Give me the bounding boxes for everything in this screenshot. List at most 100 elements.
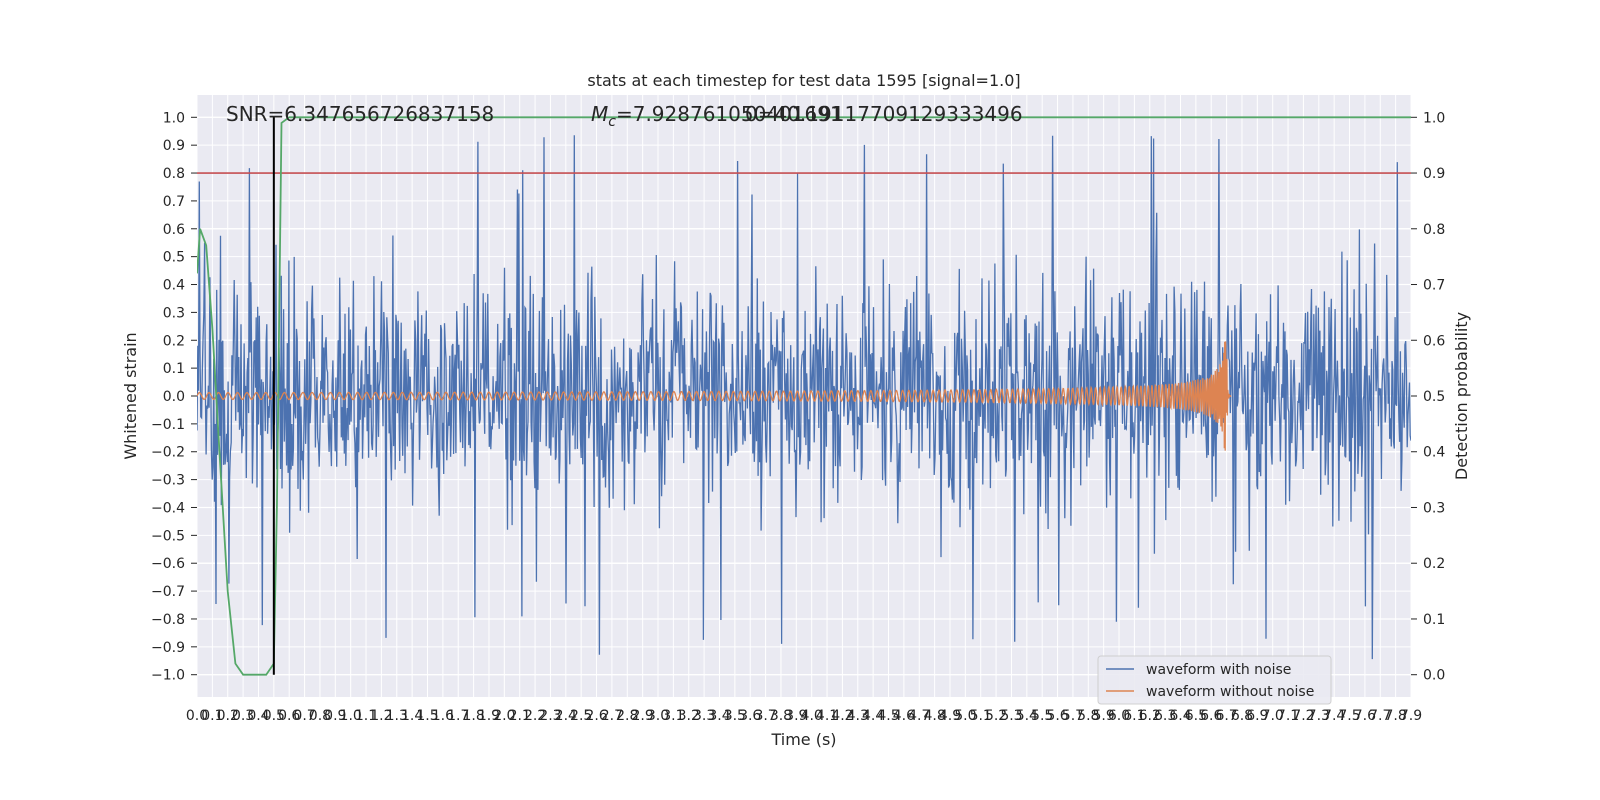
x-tick-label: 3.0 <box>647 708 669 724</box>
x-tick-label: 1.3 <box>386 708 408 724</box>
y-tick-label-right: 0.6 <box>1423 333 1445 349</box>
x-tick-label: 7.2 <box>1292 708 1314 724</box>
y-tick-label-left: 0.1 <box>163 361 185 377</box>
x-tick-label: 3.3 <box>693 708 715 724</box>
x-tick-label: 4.2 <box>831 708 853 724</box>
series-detection-probability <box>197 116 1411 676</box>
y-tick-label-left: 0.5 <box>163 250 185 266</box>
y-tick-label-right: 0.9 <box>1423 166 1445 182</box>
x-tick-label: 0.7 <box>293 708 315 724</box>
x-tick-label: 5.1 <box>970 708 992 724</box>
chirp-mass-symbol: M <box>591 102 608 126</box>
x-tick-label: 6.6 <box>1200 708 1222 724</box>
x-tick-label: 3.9 <box>785 708 807 724</box>
x-tick-label: 4.5 <box>877 708 899 724</box>
y-tick-label-left: 0.8 <box>163 166 185 182</box>
x-tick-label: 5.6 <box>1046 708 1068 724</box>
x-tick-label: 7.8 <box>1385 708 1407 724</box>
x-tick-label: 4.7 <box>908 708 930 724</box>
y-tick-label-left: 1.0 <box>163 110 185 126</box>
x-tick-label: 5.9 <box>1093 708 1115 724</box>
x-tick-label: 6.9 <box>1246 708 1268 724</box>
y-tick-label-right: 0.4 <box>1423 445 1445 461</box>
x-tick-label: 6.1 <box>1123 708 1145 724</box>
x-tick-label: 7.5 <box>1338 708 1360 724</box>
x-tick-label: 3.1 <box>662 708 684 724</box>
x-tick-label: 4.4 <box>862 708 884 724</box>
overlap-annotation: 0=40.19117709129333496 <box>745 102 1023 126</box>
y-tick-label-right: 1.0 <box>1423 110 1445 126</box>
x-tick-label: 1.5 <box>416 708 438 724</box>
x-tick-label: 6.3 <box>1154 708 1176 724</box>
chart-title: stats at each timestep for test data 159… <box>587 71 1020 90</box>
x-tick-label: 1.8 <box>462 708 484 724</box>
x-tick-label: 5.8 <box>1077 708 1099 724</box>
x-tick-label: 1.4 <box>401 708 423 724</box>
chirp-mass-annotation: Mc=7.928761050401691 <box>591 102 843 130</box>
y-tick-label-left: 0.2 <box>163 333 185 349</box>
tick-labels: 0.00.10.20.30.40.50.60.70.80.91.01.11.21… <box>151 110 1445 724</box>
x-tick-label: 7.1 <box>1277 708 1299 724</box>
x-tick-label: 0.5 <box>263 708 285 724</box>
series-waveform-without-noise <box>197 341 1232 451</box>
x-tick-label: 1.6 <box>432 708 454 724</box>
x-tick-label: 6.0 <box>1108 708 1130 724</box>
x-tick-label: 6.5 <box>1185 708 1207 724</box>
y-tick-label-left: −0.3 <box>151 473 185 489</box>
x-tick-label: 7.9 <box>1400 708 1422 724</box>
y-tick-label-left: −0.5 <box>151 528 185 544</box>
legend-box <box>1097 655 1332 705</box>
x-tick-label: 3.5 <box>724 708 746 724</box>
x-tick-label: 1.7 <box>447 708 469 724</box>
x-tick-label: 5.2 <box>985 708 1007 724</box>
x-tick-label: 2.2 <box>524 708 546 724</box>
legend-label-noise: waveform with noise <box>1146 662 1291 678</box>
y-axis-label-right: Detection probability <box>1452 312 1471 480</box>
x-tick-label: 7.7 <box>1369 708 1391 724</box>
x-tick-label: 0.2 <box>217 708 239 724</box>
x-tick-label: 0.0 <box>186 708 208 724</box>
x-tick-label: 7.4 <box>1323 708 1345 724</box>
y-tick-label-right: 0.2 <box>1423 556 1445 572</box>
y-tick-label-left: −0.1 <box>151 417 185 433</box>
x-tick-label: 2.7 <box>601 708 623 724</box>
x-tick-label: 0.8 <box>309 708 331 724</box>
x-tick-label: 3.7 <box>754 708 776 724</box>
x-tick-label: 1.2 <box>370 708 392 724</box>
x-tick-label: 2.5 <box>570 708 592 724</box>
x-tick-label: 5.3 <box>1000 708 1022 724</box>
x-tick-label: 2.1 <box>509 708 531 724</box>
x-tick-label: 5.0 <box>954 708 976 724</box>
legend-label-clean: waveform without noise <box>1146 684 1314 700</box>
y-tick-label-left: −0.6 <box>151 556 185 572</box>
y-tick-label-right: 0.8 <box>1423 222 1445 238</box>
x-tick-label: 4.0 <box>801 708 823 724</box>
x-tick-label: 3.6 <box>739 708 761 724</box>
y-tick-label-left: −0.4 <box>151 500 185 516</box>
y-tick-label-left: 0.4 <box>163 278 185 294</box>
x-tick-label: 4.3 <box>847 708 869 724</box>
y-tick-label-right: 0.1 <box>1423 612 1445 628</box>
x-tick-label: 4.9 <box>939 708 961 724</box>
y-tick-label-left: 0.6 <box>163 222 185 238</box>
x-tick-label: 5.7 <box>1062 708 1084 724</box>
y-tick-label-left: −0.9 <box>151 640 185 656</box>
x-axis-label: Time (s) <box>770 730 836 749</box>
y-tick-label-right: 0.0 <box>1423 668 1445 684</box>
x-tick-label: 3.8 <box>770 708 792 724</box>
y-tick-label-left: 0.0 <box>163 389 185 405</box>
x-tick-label: 2.9 <box>632 708 654 724</box>
x-tick-label: 0.3 <box>232 708 254 724</box>
x-tick-label: 2.3 <box>539 708 561 724</box>
x-tick-label: 7.6 <box>1354 708 1376 724</box>
y-tick-label-left: 0.9 <box>163 138 185 154</box>
snr-annotation: SNR=6.347656726837158 <box>226 102 494 126</box>
x-tick-label: 1.0 <box>340 708 362 724</box>
y-tick-label-left: −0.7 <box>151 584 185 600</box>
x-tick-label: 5.4 <box>1016 708 1038 724</box>
x-tick-label: 0.1 <box>201 708 223 724</box>
x-tick-label: 2.8 <box>616 708 638 724</box>
x-tick-label: 0.9 <box>324 708 346 724</box>
y-tick-label-left: −0.2 <box>151 445 185 461</box>
